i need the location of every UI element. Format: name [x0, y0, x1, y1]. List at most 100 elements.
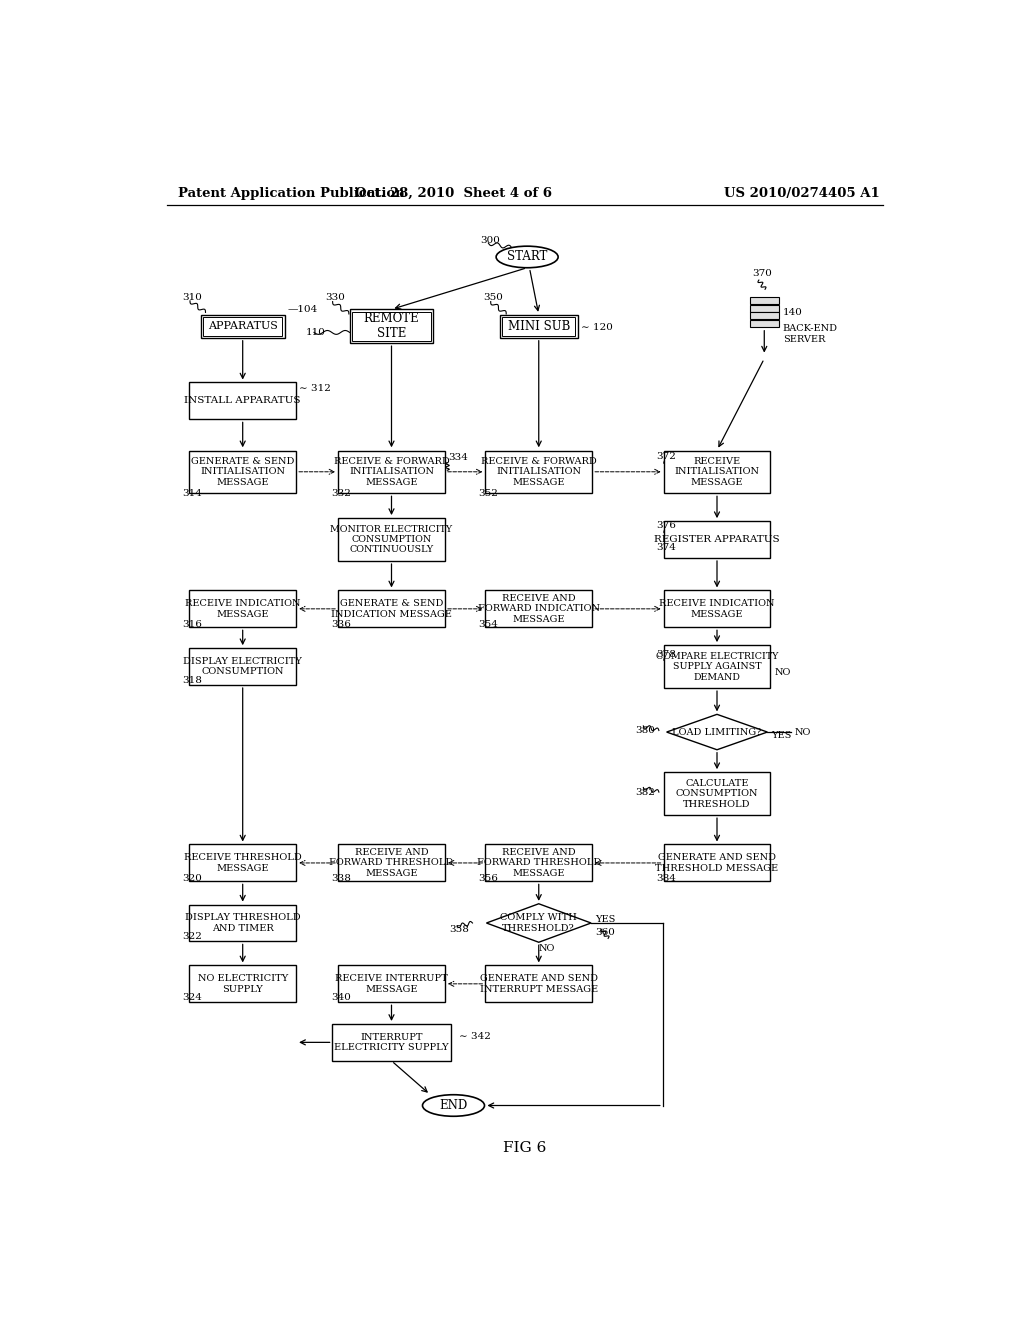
Bar — [189, 648, 296, 685]
Text: NO: NO — [539, 944, 555, 953]
Text: NO: NO — [795, 727, 811, 737]
Bar — [189, 845, 296, 882]
Text: 376: 376 — [656, 521, 677, 531]
Bar — [664, 521, 770, 558]
Text: RECEIVE INTERRUPT
MESSAGE: RECEIVE INTERRUPT MESSAGE — [335, 974, 447, 994]
Bar — [203, 317, 283, 335]
Bar — [664, 450, 770, 492]
Text: —104: —104 — [288, 305, 317, 314]
Text: 384: 384 — [656, 874, 677, 883]
Text: 300: 300 — [480, 235, 501, 244]
Text: REGISTER APPARATUS: REGISTER APPARATUS — [654, 535, 780, 544]
Text: COMPARE ELECTRICITY
SUPPLY AGAINST
DEMAND: COMPARE ELECTRICITY SUPPLY AGAINST DEMAN… — [655, 652, 778, 681]
Bar — [201, 314, 285, 338]
Text: GENERATE & SEND
INDICATION MESSAGE: GENERATE & SEND INDICATION MESSAGE — [331, 599, 452, 619]
Text: 336: 336 — [331, 620, 351, 628]
Bar — [189, 590, 296, 627]
Text: 380: 380 — [636, 726, 655, 735]
Text: 370: 370 — [752, 269, 772, 279]
Text: 316: 316 — [182, 620, 202, 628]
Text: RECEIVE AND
FORWARD INDICATION
MESSAGE: RECEIVE AND FORWARD INDICATION MESSAGE — [478, 594, 600, 624]
Text: CALCULATE
CONSUMPTION
THRESHOLD: CALCULATE CONSUMPTION THRESHOLD — [676, 779, 758, 809]
Bar — [503, 317, 575, 335]
Bar — [750, 297, 779, 304]
Bar — [500, 314, 578, 338]
Bar — [338, 590, 445, 627]
Bar — [338, 519, 445, 561]
Bar — [189, 450, 296, 492]
Text: END: END — [439, 1100, 468, 1111]
Bar — [485, 845, 592, 882]
Text: BACK-END
SERVER: BACK-END SERVER — [783, 325, 838, 343]
Bar — [485, 590, 592, 627]
Text: 354: 354 — [478, 620, 498, 628]
Text: 318: 318 — [182, 676, 202, 685]
Text: 372: 372 — [656, 451, 677, 461]
Text: RECEIVE THRESHOLD
MESSAGE: RECEIVE THRESHOLD MESSAGE — [184, 853, 302, 873]
Text: ∼ 120: ∼ 120 — [581, 323, 612, 333]
Text: NO ELECTRICITY
SUPPLY: NO ELECTRICITY SUPPLY — [198, 974, 288, 994]
Text: APPARATUS: APPARATUS — [208, 321, 278, 331]
Text: FIG 6: FIG 6 — [503, 1140, 547, 1155]
Text: GENERATE & SEND
INITIALISATION
MESSAGE: GENERATE & SEND INITIALISATION MESSAGE — [191, 457, 294, 487]
Text: YES: YES — [595, 915, 615, 924]
Text: 382: 382 — [636, 788, 655, 796]
Text: START: START — [507, 251, 547, 264]
Text: 320: 320 — [182, 874, 202, 883]
Bar — [750, 305, 779, 312]
Polygon shape — [486, 904, 591, 942]
Text: Oct. 28, 2010  Sheet 4 of 6: Oct. 28, 2010 Sheet 4 of 6 — [355, 186, 552, 199]
Bar — [485, 450, 592, 492]
Text: REMOTE
SITE: REMOTE SITE — [364, 313, 420, 341]
Text: US 2010/0274405 A1: US 2010/0274405 A1 — [724, 186, 880, 199]
Text: 378: 378 — [656, 649, 677, 659]
Bar — [349, 309, 433, 343]
Text: DISPLAY ELECTRICITY
CONSUMPTION: DISPLAY ELECTRICITY CONSUMPTION — [183, 657, 302, 676]
Bar — [485, 965, 592, 1002]
Text: 110: 110 — [306, 327, 326, 337]
Text: RECEIVE AND
FORWARD THRESHOLD
MESSAGE: RECEIVE AND FORWARD THRESHOLD MESSAGE — [330, 847, 454, 878]
Text: 314: 314 — [182, 488, 202, 498]
Bar — [664, 590, 770, 627]
Text: LOAD LIMITING?: LOAD LIMITING? — [673, 727, 762, 737]
Text: ∼ 312: ∼ 312 — [299, 384, 331, 393]
Polygon shape — [667, 714, 767, 750]
Text: RECEIVE & FORWARD
INITIALISATION
MESSAGE: RECEIVE & FORWARD INITIALISATION MESSAGE — [481, 457, 597, 487]
Bar — [189, 383, 296, 420]
Text: 350: 350 — [483, 293, 503, 301]
Text: DISPLAY THRESHOLD
AND TIMER: DISPLAY THRESHOLD AND TIMER — [185, 913, 300, 933]
Text: 324: 324 — [182, 993, 202, 1002]
Text: 310: 310 — [182, 293, 202, 301]
Text: NO: NO — [774, 668, 791, 677]
Text: 340: 340 — [331, 993, 351, 1002]
Text: YES: YES — [771, 731, 792, 741]
Text: 338: 338 — [331, 874, 351, 883]
Text: 334: 334 — [449, 454, 468, 462]
Bar — [664, 645, 770, 688]
Ellipse shape — [496, 246, 558, 268]
Text: 140: 140 — [783, 308, 803, 317]
Text: RECEIVE
INITIALISATION
MESSAGE: RECEIVE INITIALISATION MESSAGE — [675, 457, 760, 487]
Bar — [338, 450, 445, 492]
Text: 358: 358 — [450, 925, 469, 933]
Text: COMPLY WITH
THRESHOLD?: COMPLY WITH THRESHOLD? — [501, 913, 578, 933]
Text: RECEIVE & FORWARD
INITIALISATION
MESSAGE: RECEIVE & FORWARD INITIALISATION MESSAGE — [334, 457, 450, 487]
Bar — [189, 965, 296, 1002]
Ellipse shape — [423, 1094, 484, 1117]
Bar — [332, 1024, 451, 1061]
Text: 374: 374 — [656, 543, 677, 552]
Bar — [664, 772, 770, 814]
Bar — [338, 965, 445, 1002]
Text: GENERATE AND SEND
THRESHOLD MESSAGE: GENERATE AND SEND THRESHOLD MESSAGE — [655, 853, 778, 873]
Text: RECEIVE INDICATION
MESSAGE: RECEIVE INDICATION MESSAGE — [185, 599, 300, 619]
Text: ∼ 342: ∼ 342 — [459, 1032, 490, 1040]
Bar — [750, 321, 779, 327]
Text: Patent Application Publication: Patent Application Publication — [178, 186, 406, 199]
Bar — [189, 904, 296, 941]
Text: INSTALL APPARATUS: INSTALL APPARATUS — [184, 396, 301, 405]
Text: MINI SUB: MINI SUB — [508, 319, 570, 333]
Bar — [338, 845, 445, 882]
Text: 360: 360 — [595, 928, 614, 937]
Text: 356: 356 — [478, 874, 498, 883]
Text: 352: 352 — [478, 488, 498, 498]
